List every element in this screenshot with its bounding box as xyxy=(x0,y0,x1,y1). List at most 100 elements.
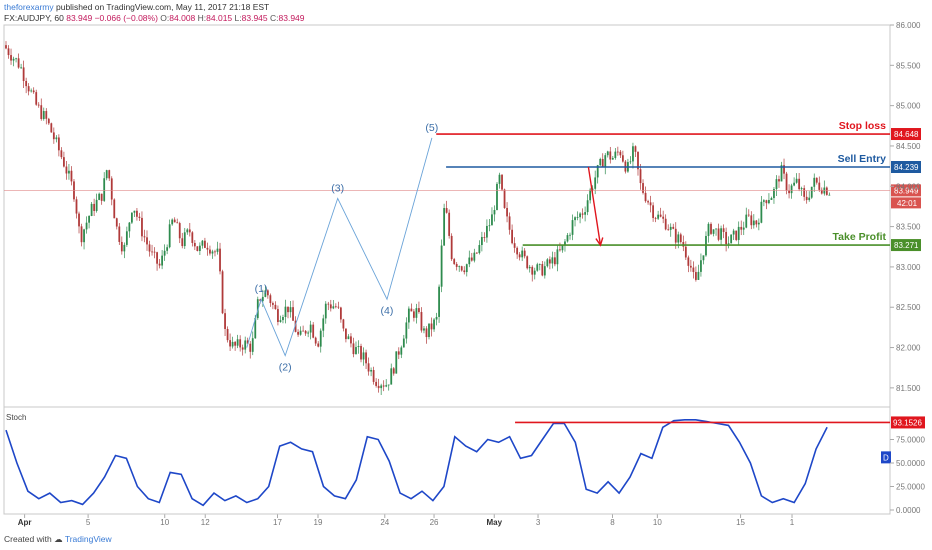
candle-body xyxy=(803,188,806,197)
candle-299 xyxy=(757,218,760,231)
candle-body xyxy=(319,330,322,347)
candle-150 xyxy=(382,380,385,392)
candle-body xyxy=(742,227,745,230)
candle-92 xyxy=(236,334,239,349)
candle-130 xyxy=(332,300,335,310)
candle-249 xyxy=(632,142,634,169)
candle-205 xyxy=(521,246,524,262)
candle-body xyxy=(20,67,23,69)
candle-29 xyxy=(78,211,80,234)
candle-311 xyxy=(788,184,790,199)
candle-body xyxy=(302,330,305,332)
candle-body xyxy=(12,58,15,61)
candle-199 xyxy=(506,202,508,223)
candle-body xyxy=(810,186,813,198)
candle-body xyxy=(498,174,501,184)
candle-74 xyxy=(191,231,194,247)
candle-231 xyxy=(586,194,589,216)
candle-302 xyxy=(765,199,768,210)
time-tick-label-2: 10 xyxy=(160,518,169,527)
sell-entry-label: Sell Entry xyxy=(838,153,887,165)
candle-106 xyxy=(271,301,274,310)
candle-1 xyxy=(7,45,10,59)
candle-body xyxy=(400,347,403,355)
candle-body xyxy=(825,187,828,195)
candle-body xyxy=(785,173,788,191)
candle-305 xyxy=(773,186,775,204)
candle-251 xyxy=(637,151,639,176)
price-change: −0.066 (−0.08%) xyxy=(94,13,158,23)
candle-body xyxy=(153,251,156,253)
symbol-label[interactable]: FX:AUDJPY, 60 xyxy=(4,13,64,23)
candle-body xyxy=(264,290,267,297)
candle-body xyxy=(737,226,740,240)
candle-120 xyxy=(307,330,310,338)
candle-159 xyxy=(405,317,408,344)
candle-167 xyxy=(425,326,428,344)
author-link[interactable]: theforexarmy xyxy=(4,2,54,12)
candle-body xyxy=(123,244,126,252)
candle-body xyxy=(727,243,730,245)
candle-164 xyxy=(418,301,420,314)
candle-body xyxy=(284,306,287,318)
candle-228 xyxy=(579,212,581,224)
candle-body xyxy=(667,229,670,231)
candle-body xyxy=(214,251,216,253)
candle-body xyxy=(554,257,556,265)
candle-112 xyxy=(287,306,289,319)
candle-body xyxy=(309,324,312,333)
candle-317 xyxy=(803,185,806,201)
candle-body xyxy=(435,316,438,320)
candle-86 xyxy=(221,269,224,315)
candle-body xyxy=(407,308,410,323)
candle-12 xyxy=(35,89,38,106)
candle-211 xyxy=(536,262,539,272)
candle-body xyxy=(345,328,347,340)
forecast-arrow xyxy=(587,166,602,246)
candle-252 xyxy=(639,163,642,190)
candle-body xyxy=(632,146,634,162)
candle-241 xyxy=(611,155,614,160)
candle-body xyxy=(445,208,448,213)
candle-272 xyxy=(689,259,692,272)
candle-body xyxy=(181,238,184,247)
candle-body xyxy=(103,178,106,201)
candle-319 xyxy=(808,191,811,202)
candle-21 xyxy=(57,134,60,157)
candle-97 xyxy=(249,340,252,359)
candle-11 xyxy=(32,87,35,94)
candle-119 xyxy=(304,330,307,336)
candle-body xyxy=(750,215,753,226)
candle-body xyxy=(156,252,158,264)
tradingview-brand[interactable]: TradingView xyxy=(64,534,112,544)
candle-326 xyxy=(825,186,828,196)
candle-103 xyxy=(264,286,267,298)
candle-242 xyxy=(614,148,617,160)
candle-body xyxy=(229,340,231,347)
symbol-line: FX:AUDJPY, 60 83.949 −0.066 (−0.08%) O:8… xyxy=(4,13,305,23)
candle-body xyxy=(367,363,370,372)
candle-210 xyxy=(533,267,536,280)
stoch-tick-label-1: 50.0000 xyxy=(896,459,925,468)
candle-47 xyxy=(123,242,126,259)
wave-label-4: (4) xyxy=(381,305,394,317)
candle-300 xyxy=(760,195,763,224)
candle-body xyxy=(762,200,765,202)
candle-body xyxy=(715,228,717,230)
candle-body xyxy=(642,183,644,193)
candle-body xyxy=(649,202,652,206)
candle-body xyxy=(271,303,274,305)
elliott-wave-path xyxy=(246,137,433,357)
time-tick-label-9: 3 xyxy=(536,518,541,527)
candle-95 xyxy=(244,336,247,354)
candle-body xyxy=(491,214,493,226)
time-tick-label-3: 12 xyxy=(201,518,210,527)
candle-body xyxy=(329,304,332,309)
candle-301 xyxy=(762,199,765,207)
candle-229 xyxy=(581,208,584,219)
candle-body xyxy=(118,226,121,242)
candle-body xyxy=(483,237,486,238)
candle-91 xyxy=(234,340,237,351)
candle-121 xyxy=(309,320,312,340)
candle-308 xyxy=(780,161,783,182)
